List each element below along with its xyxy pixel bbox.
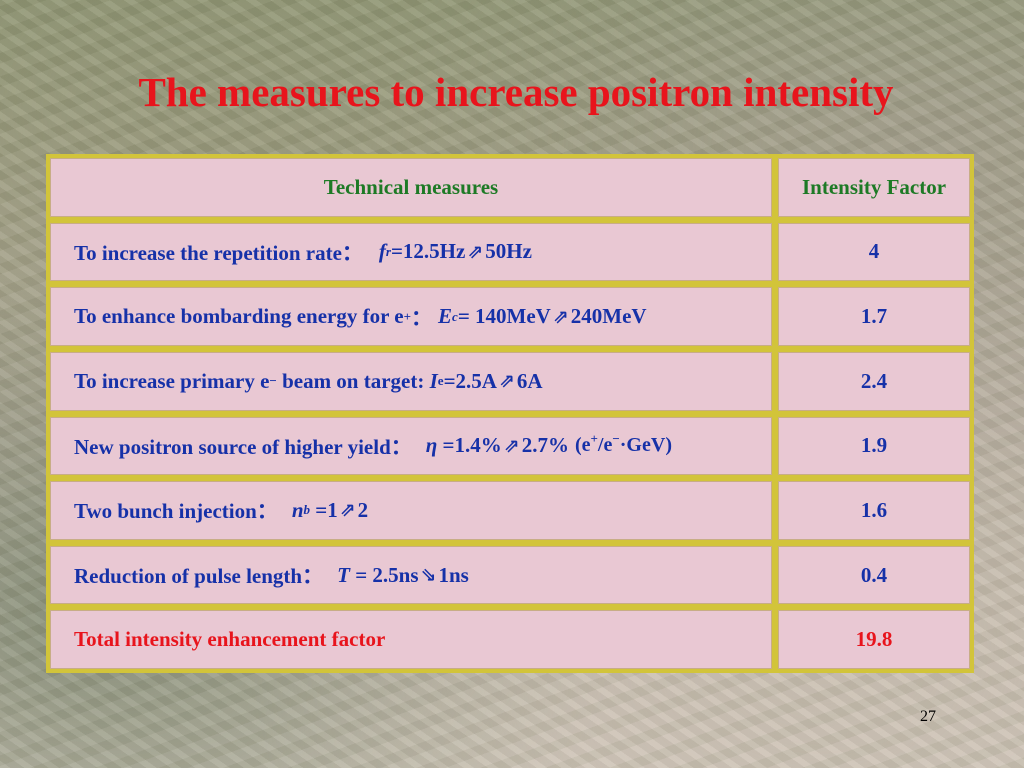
arrow-up-right-icon: ⇗ bbox=[503, 434, 520, 457]
table-header-row: Technical measures Intensity Factor bbox=[50, 158, 970, 217]
measure-variable: n bbox=[291, 497, 304, 522]
total-factor-value: 19.8 bbox=[778, 610, 970, 669]
table-row: To increase primary e − beam on target: I… bbox=[50, 351, 970, 411]
measures-table: Technical measures Intensity Factor To i… bbox=[46, 154, 974, 673]
measure-value-from: = 140MeV bbox=[457, 304, 551, 329]
measure-value-from: =12.5Hz bbox=[390, 239, 466, 264]
slide-title: The measures to increase positron intens… bbox=[138, 69, 894, 115]
measure-value-to: 50Hz bbox=[485, 239, 532, 264]
header-intensity-factor: Intensity Factor bbox=[778, 158, 970, 217]
arrow-up-right-icon: ⇗ bbox=[467, 240, 484, 263]
factor-value: 1.9 bbox=[778, 416, 970, 476]
total-label: Total intensity enhancement factor bbox=[50, 610, 772, 669]
measure-label: To increase the repetition rate： bbox=[74, 240, 363, 265]
measure-label: To increase primary e bbox=[74, 368, 270, 393]
measure-value-to: 6A bbox=[516, 368, 543, 393]
arrow-up-right-icon: ⇗ bbox=[498, 370, 515, 393]
measure-variable: E bbox=[438, 304, 453, 329]
measure-value-to: 2 bbox=[357, 497, 369, 522]
factor-value: 2.4 bbox=[778, 351, 970, 411]
table-row: Reduction of pulse length： T = 2.5ns ⇘ 1ns… bbox=[50, 545, 970, 605]
measure-variable-subscript: r bbox=[385, 243, 391, 259]
measure-primary-beam: To increase primary e − beam on target: I… bbox=[50, 351, 772, 411]
measure-value-to: 240MeV bbox=[570, 304, 647, 329]
arrow-up-right-icon: ⇗ bbox=[552, 305, 569, 328]
table-total-row: Total intensity enhancement factor 19.8 bbox=[50, 610, 970, 669]
measure-value-from: =1.4% bbox=[437, 433, 502, 458]
measure-value-to: 1ns bbox=[438, 562, 469, 587]
measure-variable: f bbox=[378, 239, 386, 264]
arrow-up-right-icon: ⇗ bbox=[339, 499, 356, 522]
measure-label: Reduction of pulse length： bbox=[74, 564, 324, 589]
measure-variable-subscript: c bbox=[452, 308, 458, 324]
measure-unit: (e+/e−·GeV) bbox=[574, 431, 672, 457]
measure-label: To enhance bombarding energy for e bbox=[74, 304, 404, 329]
table-row: New positron source of higher yield： η =… bbox=[50, 416, 970, 476]
measure-variable-subscript: b bbox=[303, 502, 311, 518]
measure-variable: T bbox=[337, 562, 350, 587]
factor-value: 1.7 bbox=[778, 287, 970, 346]
measure-value-to: 2.7% bbox=[521, 433, 569, 458]
measure-variable: I bbox=[429, 368, 438, 393]
measure-label-continued: beam on target: bbox=[276, 368, 430, 393]
measure-label: Two bunch injection： bbox=[74, 499, 278, 524]
measure-value-from: = 2.5ns bbox=[349, 562, 419, 587]
measure-value-from: =1 bbox=[310, 497, 338, 522]
measure-colon: ： bbox=[411, 305, 433, 330]
measure-variable: η bbox=[425, 433, 438, 458]
factor-value: 1.6 bbox=[778, 481, 970, 540]
factor-value: 4 bbox=[778, 222, 970, 282]
arrow-down-right-icon: ⇘ bbox=[420, 564, 437, 587]
measure-pulse-length: Reduction of pulse length： T = 2.5ns ⇘ 1ns bbox=[50, 545, 772, 605]
page-number: 27 bbox=[920, 708, 936, 725]
measure-label: New positron source of higher yield： bbox=[74, 434, 412, 459]
measure-value-from: =2.5A bbox=[443, 368, 497, 393]
factor-value: 0.4 bbox=[778, 545, 970, 605]
measure-positron-source: New positron source of higher yield： η =… bbox=[50, 416, 772, 476]
header-technical-measures: Technical measures bbox=[50, 158, 772, 217]
